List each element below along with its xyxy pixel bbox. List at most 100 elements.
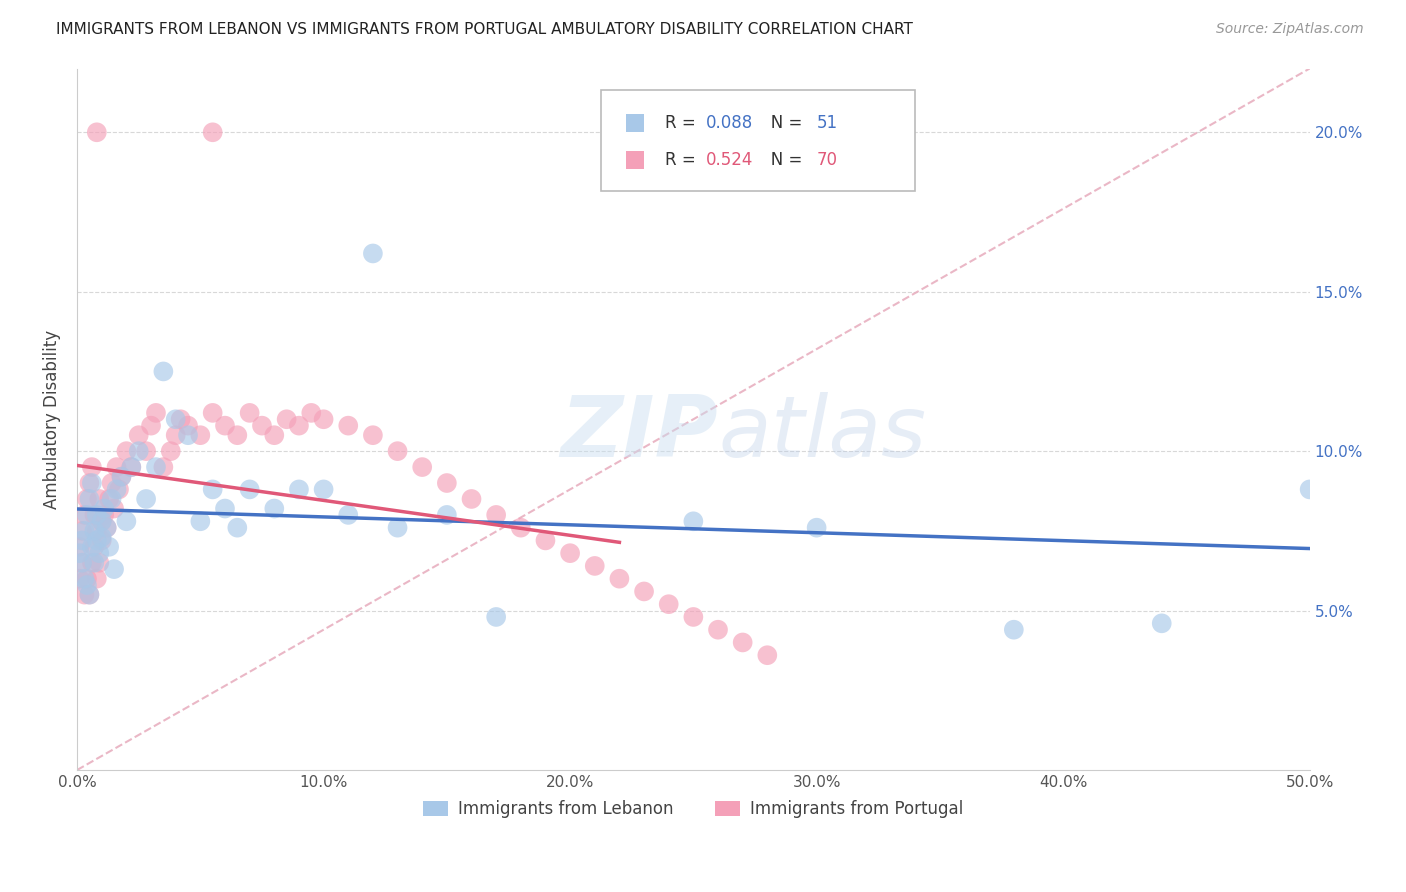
Point xyxy=(100,491,122,506)
Point xyxy=(86,524,108,538)
Point xyxy=(96,521,118,535)
Point xyxy=(263,428,285,442)
Point xyxy=(115,444,138,458)
Point xyxy=(312,412,335,426)
Point xyxy=(169,412,191,426)
Point xyxy=(73,572,96,586)
Point xyxy=(69,546,91,560)
Point xyxy=(214,501,236,516)
Point xyxy=(337,418,360,433)
Text: 70: 70 xyxy=(817,151,838,169)
Point xyxy=(165,412,187,426)
Point xyxy=(96,521,118,535)
Point xyxy=(128,444,150,458)
Point xyxy=(90,533,112,548)
Point xyxy=(337,508,360,522)
Point xyxy=(387,444,409,458)
Point xyxy=(1002,623,1025,637)
Point xyxy=(239,406,262,420)
Point xyxy=(83,556,105,570)
Point xyxy=(79,588,101,602)
Point xyxy=(93,501,115,516)
Point xyxy=(1150,616,1173,631)
Point xyxy=(105,483,128,497)
Point xyxy=(110,469,132,483)
Text: IMMIGRANTS FROM LEBANON VS IMMIGRANTS FROM PORTUGAL AMBULATORY DISABILITY CORREL: IMMIGRANTS FROM LEBANON VS IMMIGRANTS FR… xyxy=(56,22,912,37)
Point xyxy=(460,491,482,506)
Point xyxy=(98,491,121,506)
Point xyxy=(83,524,105,538)
Point xyxy=(756,648,779,663)
Point xyxy=(70,524,93,538)
Point xyxy=(139,418,162,433)
Legend: Immigrants from Lebanon, Immigrants from Portugal: Immigrants from Lebanon, Immigrants from… xyxy=(416,794,970,825)
FancyBboxPatch shape xyxy=(600,89,915,191)
Point xyxy=(90,514,112,528)
Point xyxy=(70,533,93,548)
Point xyxy=(609,572,631,586)
Point xyxy=(69,540,91,554)
Point xyxy=(159,444,181,458)
Text: 0.524: 0.524 xyxy=(706,151,754,169)
Point xyxy=(103,562,125,576)
Point xyxy=(288,483,311,497)
Point xyxy=(76,572,98,586)
Point xyxy=(86,508,108,522)
Point xyxy=(188,514,211,528)
Point xyxy=(76,578,98,592)
Text: ZIP: ZIP xyxy=(561,392,718,475)
Point xyxy=(80,476,103,491)
Point xyxy=(387,521,409,535)
Point xyxy=(128,428,150,442)
Point xyxy=(73,588,96,602)
Point xyxy=(80,540,103,554)
Point xyxy=(226,428,249,442)
Point xyxy=(263,501,285,516)
Point xyxy=(201,406,224,420)
Point xyxy=(79,491,101,506)
Point xyxy=(70,556,93,570)
Point xyxy=(214,418,236,433)
Text: N =: N = xyxy=(755,113,807,131)
Point xyxy=(707,623,730,637)
Point xyxy=(80,460,103,475)
Point xyxy=(165,428,187,442)
Point xyxy=(188,428,211,442)
Point xyxy=(73,508,96,522)
Point xyxy=(152,460,174,475)
Point xyxy=(135,444,157,458)
Point xyxy=(152,364,174,378)
Point xyxy=(79,476,101,491)
Point xyxy=(658,597,681,611)
Point xyxy=(80,556,103,570)
Point xyxy=(558,546,581,560)
Text: Source: ZipAtlas.com: Source: ZipAtlas.com xyxy=(1216,22,1364,37)
Point xyxy=(177,428,200,442)
Point xyxy=(361,246,384,260)
Text: atlas: atlas xyxy=(718,392,927,475)
Point xyxy=(90,514,112,528)
Point xyxy=(312,483,335,497)
Point xyxy=(105,460,128,475)
Point xyxy=(682,610,704,624)
Point xyxy=(299,406,322,420)
Point xyxy=(177,418,200,433)
Point xyxy=(108,483,131,497)
Point xyxy=(69,572,91,586)
Point xyxy=(86,125,108,139)
Point xyxy=(583,558,606,573)
Point xyxy=(633,584,655,599)
Point xyxy=(83,540,105,554)
Point xyxy=(90,530,112,544)
Text: R =: R = xyxy=(665,151,702,169)
Point xyxy=(120,460,142,475)
Point xyxy=(731,635,754,649)
Point xyxy=(411,460,433,475)
Point xyxy=(70,556,93,570)
Point xyxy=(436,508,458,522)
Point xyxy=(239,483,262,497)
Point xyxy=(361,428,384,442)
Point xyxy=(201,483,224,497)
Point xyxy=(98,540,121,554)
Point xyxy=(485,508,508,522)
